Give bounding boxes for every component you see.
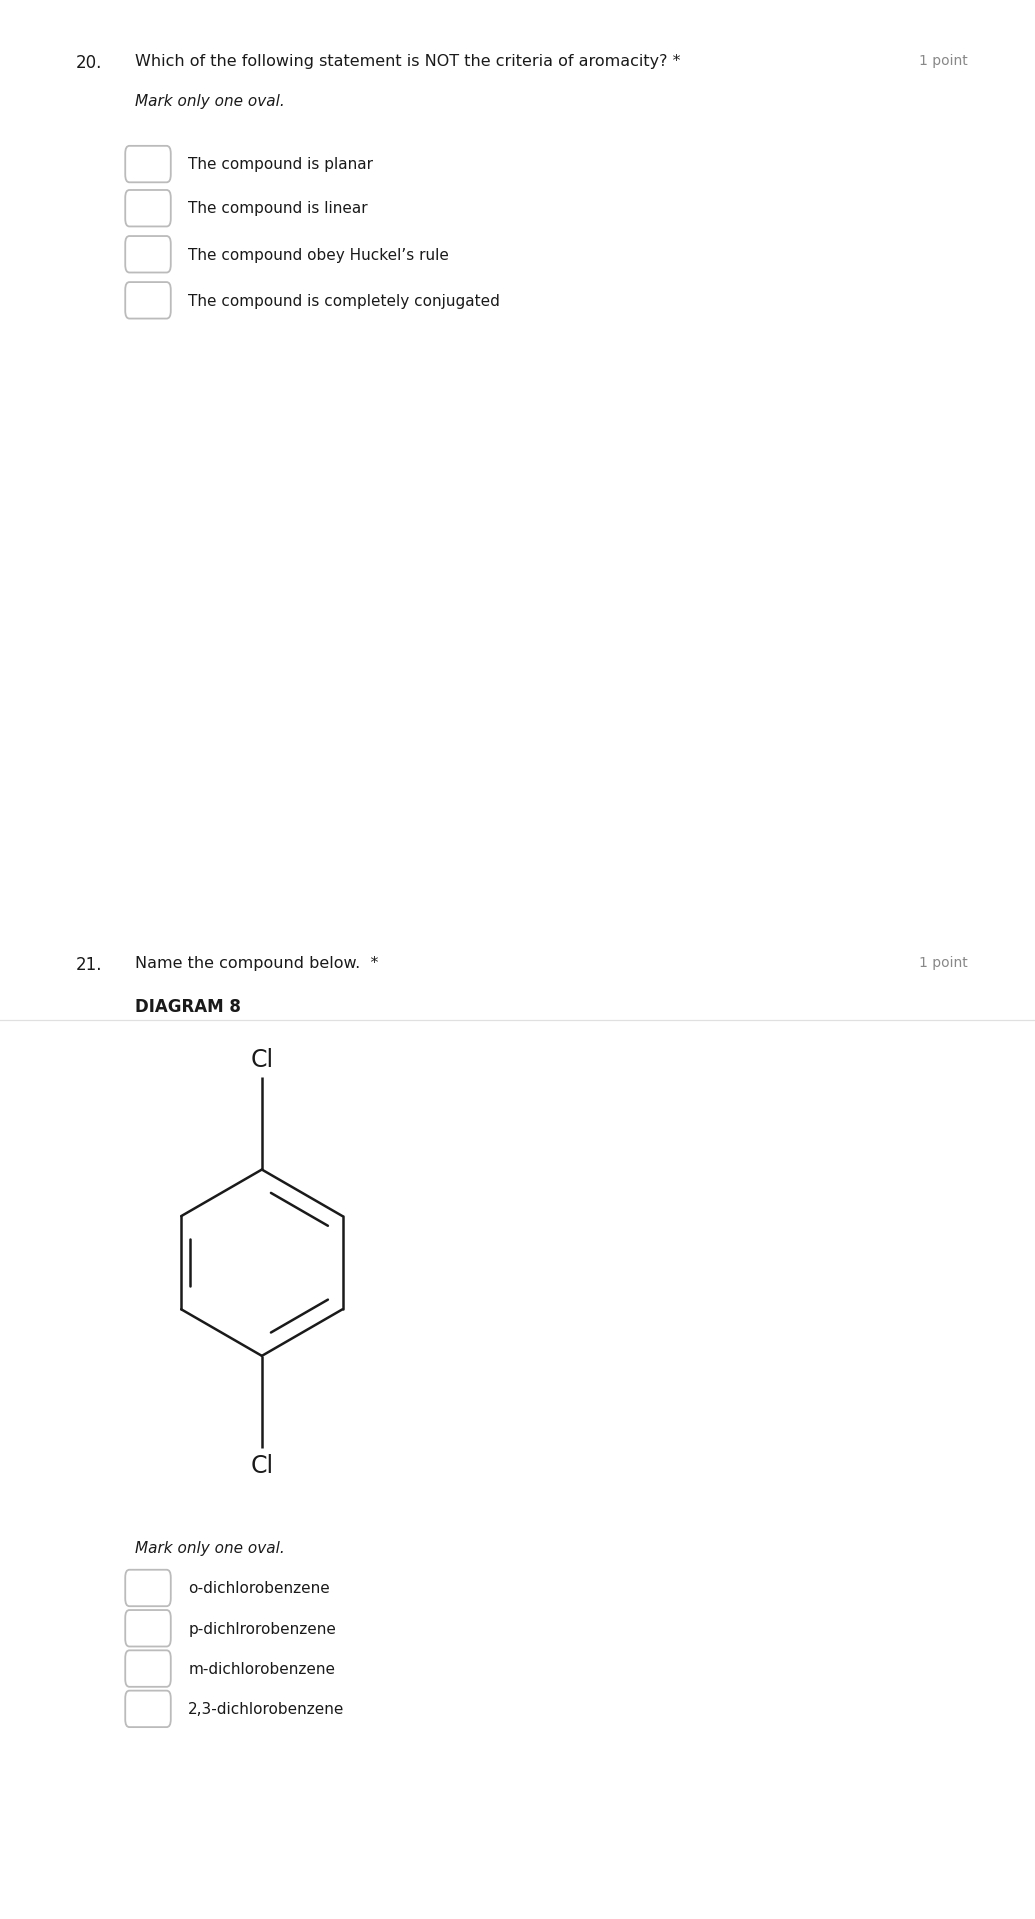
Text: The compound obey Huckel’s rule: The compound obey Huckel’s rule (188, 248, 449, 263)
Text: 20.: 20. (76, 54, 101, 71)
FancyBboxPatch shape (125, 1691, 171, 1727)
Text: 2,3-dichlorobenzene: 2,3-dichlorobenzene (188, 1702, 345, 1718)
Text: The compound is linear: The compound is linear (188, 201, 368, 217)
Text: DIAGRAM 8: DIAGRAM 8 (135, 998, 240, 1015)
Text: Name the compound below.  *: Name the compound below. * (135, 956, 378, 971)
FancyBboxPatch shape (125, 1650, 171, 1687)
FancyBboxPatch shape (125, 236, 171, 272)
Text: 1 point: 1 point (919, 956, 968, 969)
Text: m-dichlorobenzene: m-dichlorobenzene (188, 1662, 335, 1677)
FancyBboxPatch shape (125, 1610, 171, 1647)
FancyBboxPatch shape (125, 282, 171, 319)
Text: 21.: 21. (76, 956, 102, 973)
Text: o-dichlorobenzene: o-dichlorobenzene (188, 1581, 330, 1597)
Text: Which of the following statement is NOT the criteria of aromacity? *: Which of the following statement is NOT … (135, 54, 680, 69)
Text: p-dichlrorobenzene: p-dichlrorobenzene (188, 1622, 336, 1637)
Text: Mark only one oval.: Mark only one oval. (135, 94, 285, 109)
FancyBboxPatch shape (125, 146, 171, 182)
Text: The compound is planar: The compound is planar (188, 157, 374, 173)
Text: 1 point: 1 point (919, 54, 968, 67)
Text: Cl: Cl (250, 1048, 273, 1071)
Text: Mark only one oval.: Mark only one oval. (135, 1541, 285, 1556)
FancyBboxPatch shape (125, 190, 171, 226)
Text: The compound is completely conjugated: The compound is completely conjugated (188, 294, 500, 309)
FancyBboxPatch shape (125, 1570, 171, 1606)
Text: Cl: Cl (250, 1455, 273, 1478)
